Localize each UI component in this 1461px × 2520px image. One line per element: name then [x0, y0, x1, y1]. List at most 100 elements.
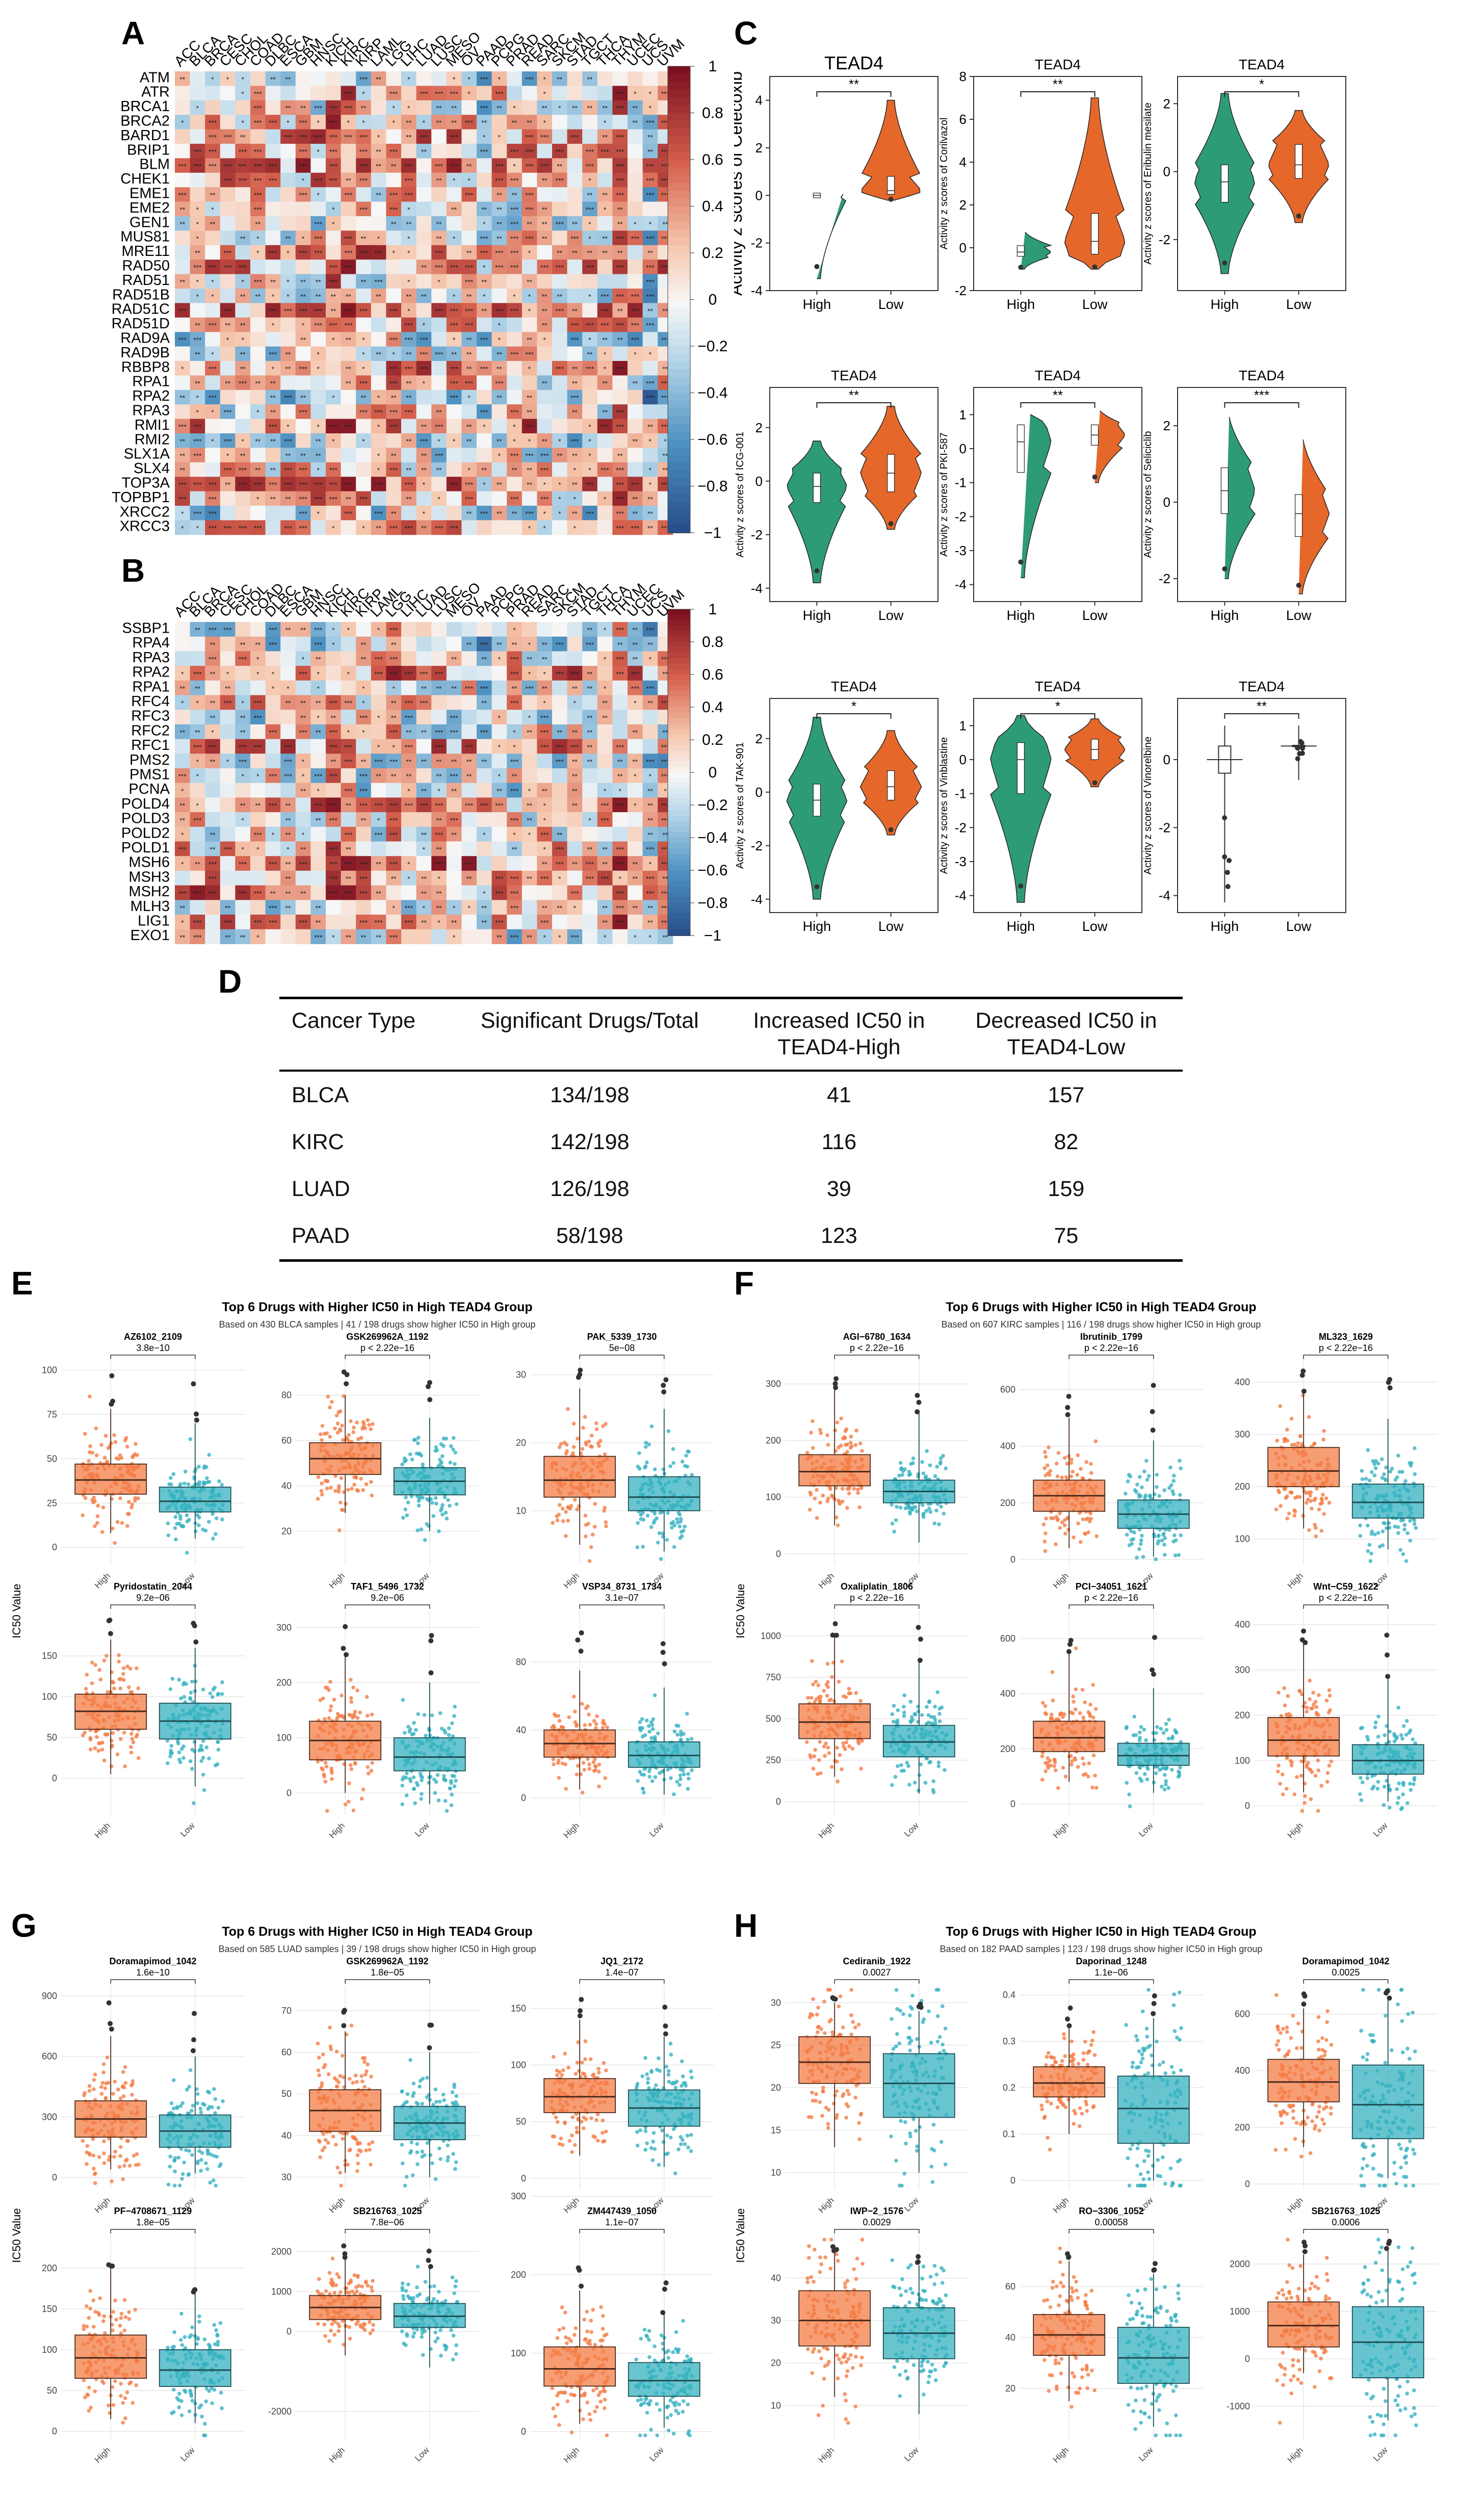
heatmap-cell — [552, 129, 568, 144]
significance-mark: *** — [661, 423, 670, 431]
significance-mark: *** — [405, 714, 413, 722]
heatmap-cell — [597, 622, 613, 637]
significance-mark: ** — [406, 379, 411, 387]
heatmap-cell — [446, 870, 462, 886]
heatmap-cell — [190, 419, 205, 434]
heatmap-cell — [582, 841, 598, 856]
significance-mark: *** — [208, 321, 217, 329]
heatmap-cell — [190, 289, 205, 303]
heatmap-cell — [295, 754, 311, 769]
significance-mark: *** — [435, 307, 443, 315]
significance-mark: *** — [661, 845, 670, 853]
data-point — [435, 1773, 440, 1777]
heatmap-cell — [507, 317, 523, 332]
significance-mark: * — [317, 509, 320, 517]
heatmap-cell — [175, 680, 191, 695]
heatmap-cell — [190, 900, 205, 915]
significance-mark: *** — [495, 875, 504, 883]
heatmap-cell — [567, 929, 583, 944]
heatmap-cell — [628, 389, 643, 405]
significance-mark: * — [302, 772, 305, 781]
significance-mark: *** — [540, 729, 549, 737]
significance-mark: *** — [616, 191, 624, 199]
significance-mark: *** — [374, 758, 383, 766]
significance-mark: * — [272, 830, 275, 839]
p-value: 9.2e−06 — [371, 1593, 404, 1603]
significance-mark: *** — [208, 524, 217, 532]
heatmap-cell — [205, 448, 221, 463]
colorbar-segment — [668, 859, 690, 866]
significance-mark: * — [302, 321, 305, 329]
heatmap-cell — [597, 680, 613, 695]
significance-mark: ** — [527, 394, 532, 402]
significance-mark: *** — [510, 264, 519, 272]
data-point — [95, 1735, 99, 1739]
heatmap-cell — [642, 739, 658, 754]
significance-mark: *** — [389, 670, 398, 678]
data-point — [555, 1518, 560, 1522]
heatmap-cell — [250, 856, 266, 871]
significance-mark: * — [241, 699, 244, 707]
heatmap-cell — [612, 129, 628, 144]
significance-mark: *** — [299, 670, 307, 678]
p-value: 9.2e−06 — [136, 1593, 170, 1603]
significance-mark: ** — [270, 394, 276, 402]
heatmap-cell — [521, 841, 537, 856]
data-point — [587, 1559, 592, 1563]
data-point — [129, 1732, 134, 1736]
heatmap-cell — [326, 389, 342, 405]
heatmap-row-label: RFC1 — [131, 737, 170, 754]
significance-mark: *** — [465, 307, 474, 315]
heatmap-cell — [280, 491, 296, 506]
significance-mark: * — [286, 278, 290, 286]
significance-mark: * — [528, 670, 531, 678]
heatmap-cell — [265, 900, 281, 915]
significance-mark: *** — [208, 365, 217, 373]
y-tick-label: 30 — [516, 1370, 526, 1380]
heatmap-cell — [235, 230, 251, 246]
heatmap-cell — [386, 506, 402, 521]
heatmap-cell — [235, 797, 251, 813]
y-tick-label: 0 — [52, 1542, 57, 1552]
heatmap-cell — [280, 274, 296, 289]
significance-mark: ** — [602, 235, 608, 243]
significance-mark: * — [634, 350, 637, 358]
violin-title: TEAD4 — [824, 53, 883, 73]
data-point — [220, 1680, 224, 1684]
heatmap-cell — [386, 651, 402, 666]
significance-mark: *** — [239, 524, 247, 532]
heatmap-cell — [612, 929, 628, 944]
heatmap-cell — [537, 361, 553, 376]
heatmap-cell — [310, 680, 326, 695]
heatmap-cell — [552, 841, 568, 856]
heatmap-cell — [477, 361, 492, 376]
significance-mark: ** — [436, 466, 442, 474]
significance-mark: ** — [285, 75, 291, 83]
significance-mark: ** — [406, 350, 411, 358]
significance-mark: *** — [269, 801, 277, 810]
significance-mark: ** — [240, 292, 246, 300]
significance-mark: *** — [510, 875, 519, 883]
heatmap-cell — [642, 332, 658, 347]
significance-mark: *** — [661, 801, 670, 810]
significance-mark: ** — [300, 845, 306, 853]
significance-mark: * — [362, 336, 365, 344]
heatmap-cell — [295, 389, 311, 405]
significance-mark: *** — [525, 205, 534, 214]
significance-mark: * — [528, 524, 531, 532]
heatmap-cell — [250, 915, 266, 930]
p-value: 3.8e−10 — [136, 1343, 170, 1353]
heatmap-cell — [642, 870, 658, 886]
data-point — [604, 1422, 608, 1426]
y-tick-label: 50 — [47, 1732, 57, 1743]
data-point — [112, 1433, 116, 1437]
data-point — [349, 1696, 353, 1700]
significance-mark: *** — [616, 860, 624, 868]
heatmap-cell — [401, 129, 417, 144]
data-point — [566, 1407, 570, 1411]
significance-mark: * — [558, 933, 561, 941]
y-tick-label: 75 — [47, 1409, 57, 1419]
heatmap-cell — [280, 929, 296, 944]
significance-mark: *** — [208, 889, 217, 897]
heatmap-cell — [386, 187, 402, 202]
